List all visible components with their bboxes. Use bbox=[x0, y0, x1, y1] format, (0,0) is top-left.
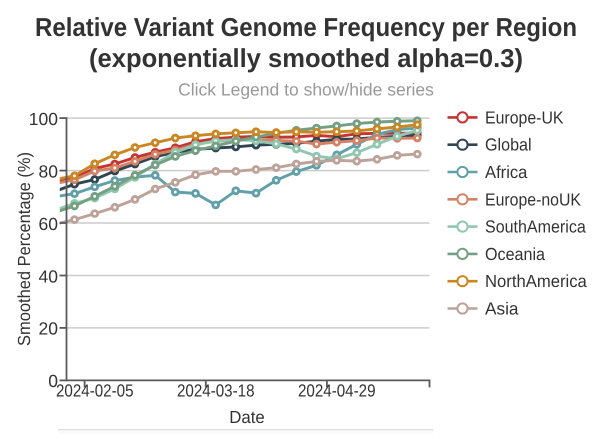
svg-text:2024-04-29: 2024-04-29 bbox=[298, 381, 376, 401]
svg-text:20: 20 bbox=[39, 319, 59, 339]
svg-text:60: 60 bbox=[39, 214, 59, 234]
svg-text:100: 100 bbox=[29, 109, 58, 129]
svg-text:2024-02-05: 2024-02-05 bbox=[56, 381, 134, 401]
svg-text:Relative Variant Genome Freque: Relative Variant Genome Frequency per Re… bbox=[35, 12, 577, 42]
svg-text:SouthAmerica: SouthAmerica bbox=[485, 217, 586, 237]
svg-text:40: 40 bbox=[39, 266, 59, 286]
svg-text:Oceania: Oceania bbox=[485, 244, 545, 264]
svg-text:(exponentially smoothed alpha=: (exponentially smoothed alpha=0.3) bbox=[89, 43, 523, 73]
svg-text:Date: Date bbox=[229, 407, 265, 427]
svg-text:Europe-noUK: Europe-noUK bbox=[485, 189, 581, 209]
svg-text:Asia: Asia bbox=[485, 299, 519, 319]
svg-text:Europe-UK: Europe-UK bbox=[485, 107, 564, 127]
svg-text:80: 80 bbox=[39, 161, 59, 181]
svg-text:Click Legend to show/hide seri: Click Legend to show/hide series bbox=[178, 80, 434, 100]
svg-text:NorthAmerica: NorthAmerica bbox=[485, 271, 587, 291]
svg-text:Smoothed Percentage (%): Smoothed Percentage (%) bbox=[14, 152, 34, 346]
svg-text:2024-03-18: 2024-03-18 bbox=[177, 381, 255, 401]
svg-text:Global: Global bbox=[485, 135, 532, 155]
svg-text:0: 0 bbox=[48, 371, 58, 391]
svg-text:Africa: Africa bbox=[485, 162, 528, 182]
